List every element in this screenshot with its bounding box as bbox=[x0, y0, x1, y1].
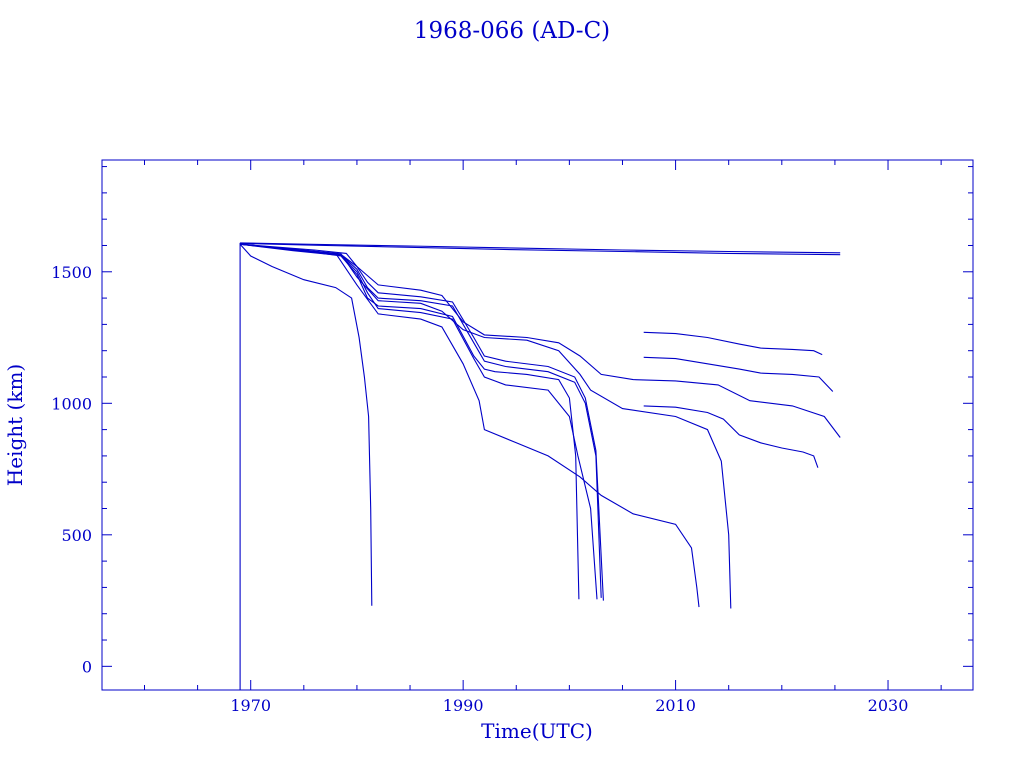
series-line-8 bbox=[240, 243, 598, 600]
y-tick-label: 1000 bbox=[51, 394, 92, 413]
series-line-12 bbox=[643, 331, 823, 356]
y-tick-label: 1500 bbox=[51, 263, 92, 282]
series-line-14 bbox=[643, 405, 819, 468]
x-axis-label: Time(UTC) bbox=[481, 719, 593, 743]
plot-frame bbox=[101, 159, 974, 691]
chart-title: 1968-066 (AD-C) bbox=[414, 18, 610, 44]
y-tick-label: 500 bbox=[61, 526, 92, 545]
series-line-4 bbox=[239, 243, 373, 606]
series-line-9 bbox=[240, 243, 700, 608]
series-line-7 bbox=[240, 243, 604, 601]
x-tick-label: 1990 bbox=[443, 696, 484, 715]
x-tick-label: 2010 bbox=[655, 696, 696, 715]
axis-ticks: 1970 1990 2010 2030 0 500 1000 1500 bbox=[51, 160, 973, 715]
series-line-2 bbox=[240, 242, 841, 254]
x-tick-label: 1970 bbox=[230, 696, 271, 715]
series-line-10 bbox=[240, 243, 732, 609]
series-line-11 bbox=[240, 243, 841, 438]
series-group bbox=[239, 242, 841, 690]
series-line-6 bbox=[240, 243, 602, 598]
y-axis-label: Height (km) bbox=[3, 364, 27, 486]
series-line-3 bbox=[240, 242, 841, 256]
series-line-13 bbox=[643, 356, 834, 392]
x-tick-label: 2030 bbox=[868, 696, 909, 715]
y-tick-label: 0 bbox=[82, 657, 92, 676]
series-line-5 bbox=[240, 243, 580, 600]
